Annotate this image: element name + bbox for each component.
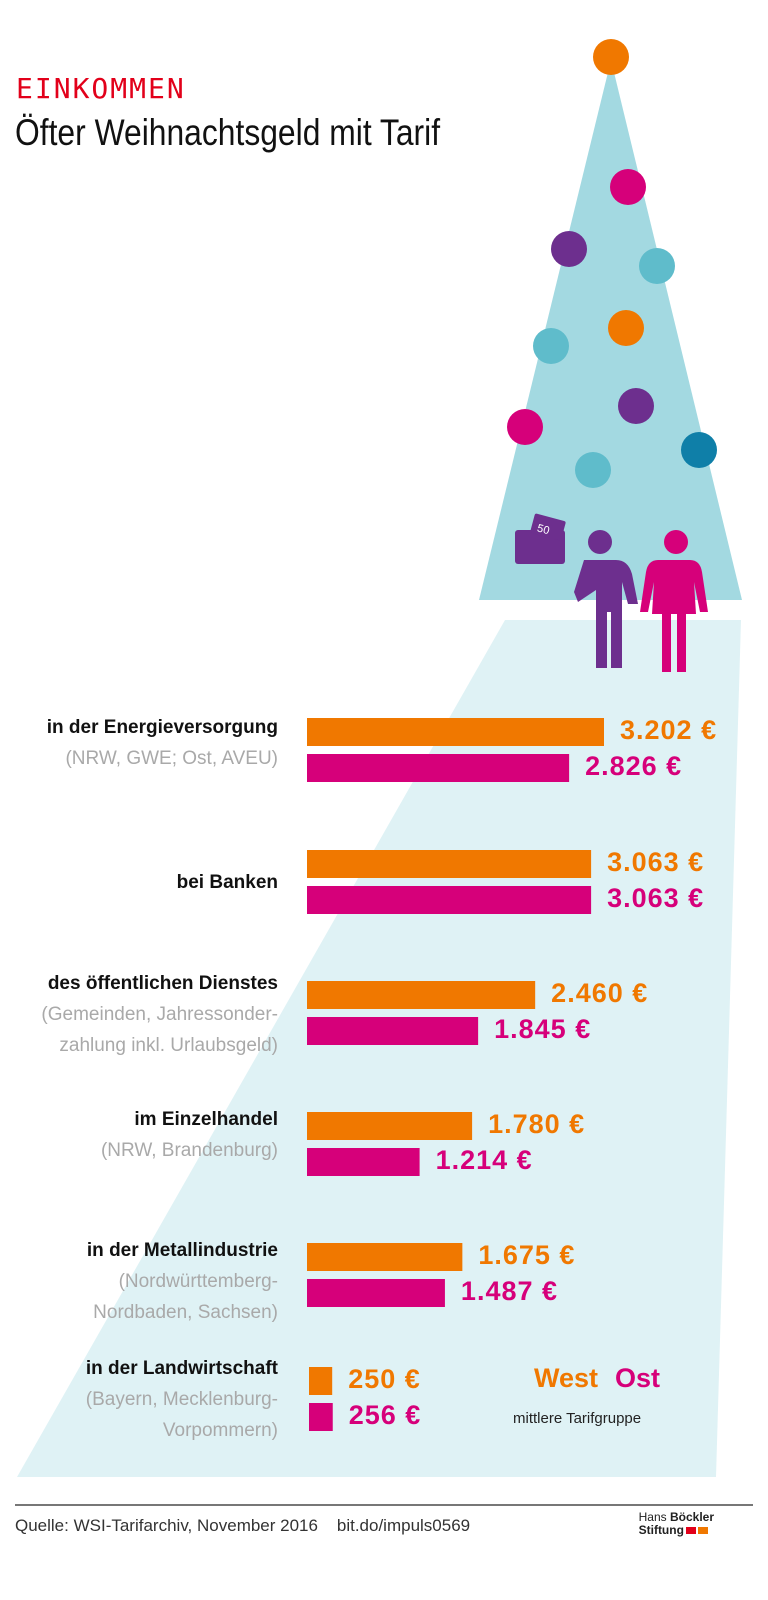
category-subtitle: (NRW, Brandenburg) (100, 1140, 278, 1161)
ornament-icon (639, 248, 675, 284)
value-label: 3.202 € (620, 715, 718, 745)
woman-icon (640, 530, 708, 672)
category-label: in der Landwirtschaft (Bayern, Mecklenbur… (0, 1353, 278, 1446)
value-label: 250 € (348, 1364, 421, 1394)
legend-note: mittlere Tarifgruppe (513, 1410, 642, 1427)
category-title: in der Landwirtschaft (85, 1358, 278, 1379)
value-label: 1.214 € (435, 1145, 533, 1175)
category-subtitle: (Nordwürttemberg- (118, 1271, 278, 1292)
bar-ost (307, 1148, 420, 1176)
category-subtitle: zahlung inkl. Urlaubsgeld) (59, 1035, 278, 1056)
ornament-icon (593, 39, 629, 75)
value-label: 2.460 € (551, 978, 649, 1008)
bar-west (309, 1367, 333, 1395)
source: Quelle: WSI-Tarifarchiv, November 2016 b… (15, 1516, 470, 1536)
source-link[interactable]: bit.do/impuls0569 (336, 1516, 471, 1535)
ornament-icon (610, 169, 646, 205)
value-label: 1.845 € (494, 1014, 592, 1044)
ornament-icon (618, 388, 654, 424)
bar-ost (307, 1279, 445, 1307)
value-label: 3.063 € (607, 847, 705, 877)
category-label: in der Metallindustrie (Nordwürttemberg- N… (0, 1235, 278, 1328)
ornament-icon (533, 328, 569, 364)
ornament-icon (608, 310, 644, 346)
legend-ost: Ost (615, 1363, 661, 1393)
value-label: 1.487 € (460, 1276, 559, 1306)
ornament-icon (507, 409, 543, 445)
footer-divider (15, 1504, 753, 1506)
value-label: 256 € (348, 1400, 422, 1430)
bar-ost (307, 886, 592, 914)
light-beam (17, 620, 741, 1477)
value-label: 2.826 € (585, 751, 683, 781)
value-label: 1.780 € (488, 1109, 586, 1139)
category-subtitle: (Gemeinden, Jahressonder- (41, 1004, 278, 1025)
ornament-icon (575, 452, 611, 488)
category-subtitle: Nordbaden, Sachsen) (93, 1302, 278, 1323)
category-title: im Einzelhandel (134, 1109, 278, 1130)
value-label: 3.063 € (607, 883, 705, 913)
category-subtitle: Vorpommern) (162, 1420, 278, 1441)
category-label: in der Energieversorgung (NRW, GWE; Ost, … (0, 712, 278, 774)
ornament-icon (681, 432, 717, 468)
category-label: im Einzelhandel (NRW, Brandenburg) (0, 1104, 278, 1166)
category-label: bei Banken (0, 867, 278, 898)
bar-west (307, 981, 536, 1009)
source-text: Quelle: WSI-Tarifarchiv, November 2016 (15, 1516, 318, 1535)
man-with-wallet-icon: 50 (515, 513, 638, 668)
category-title: in der Metallindustrie (86, 1240, 278, 1261)
value-label: 1.675 € (478, 1240, 576, 1270)
bar-west (307, 850, 592, 878)
category-subtitle: (Bayern, Mecklenburg- (85, 1389, 278, 1410)
wallet-icon: 50 (515, 513, 566, 564)
bar-ost (307, 754, 570, 782)
bar-ost (309, 1403, 333, 1431)
bar-west (307, 1243, 463, 1271)
category-title: des öffentlichen Dienstes (47, 973, 278, 994)
bar-ost (307, 1017, 479, 1045)
category-label: des öffentlichen Dienstes (Gemeinden, Jah… (0, 968, 278, 1061)
svg-text:50: 50 (536, 522, 551, 537)
bar-west (307, 718, 604, 746)
kicker: EINKOMMEN (16, 72, 186, 105)
page-title: Öfter Weihnachtsgeld mit Tarif (15, 112, 441, 153)
logo: Hans Böckler Stiftung (638, 1510, 714, 1537)
legend-west: West (534, 1363, 599, 1393)
bar-west (307, 1112, 473, 1140)
category-subtitle: (NRW, GWE; Ost, AVEU) (65, 748, 278, 769)
category-title: bei Banken (176, 872, 278, 893)
ornament-icon (551, 231, 587, 267)
category-title: in der Energieversorgung (46, 717, 278, 738)
